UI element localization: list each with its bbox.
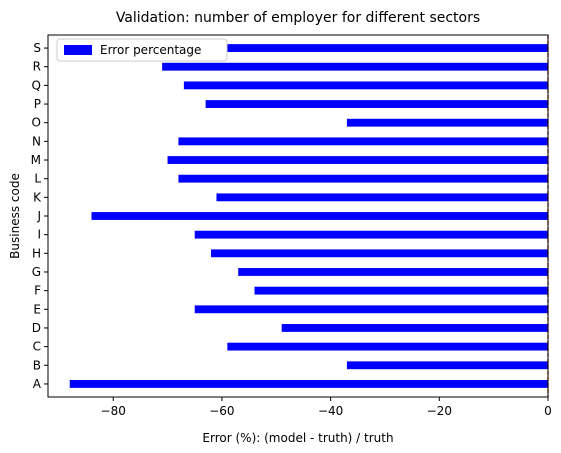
- bar-p: [205, 100, 548, 108]
- y-tick-label-p: P: [34, 97, 41, 111]
- bar-b: [346, 361, 548, 370]
- y-tick-label-a: A: [33, 377, 42, 391]
- x-tick-label: −80: [101, 404, 126, 418]
- bar-e: [194, 305, 548, 314]
- x-axis-title: Error (%): (model - truth) / truth: [202, 431, 393, 445]
- y-tick-label-h: H: [32, 246, 41, 260]
- y-tick-label-i: I: [37, 228, 41, 242]
- y-tick-label-f: F: [34, 284, 41, 298]
- chart-title: Validation: number of employer for diffe…: [116, 10, 480, 26]
- x-tick-label: −20: [427, 404, 452, 418]
- x-tick-label: 0: [544, 404, 552, 418]
- bar-l: [178, 174, 548, 183]
- bar-m: [167, 156, 548, 164]
- y-axis-title: Business code: [8, 173, 22, 259]
- y-tick-label-g: G: [32, 265, 41, 279]
- x-tick-label: −40: [318, 404, 343, 418]
- plot-area: [47, 34, 549, 398]
- bar-j: [91, 212, 548, 220]
- legend-label: Error percentage: [100, 43, 201, 57]
- bar-c: [227, 342, 548, 351]
- bar-o: [346, 118, 548, 127]
- y-tick-label-e: E: [33, 302, 41, 316]
- y-tick-label-l: L: [34, 172, 41, 186]
- bar-q: [183, 81, 548, 90]
- bar-g: [238, 268, 548, 276]
- bar-r: [162, 62, 548, 71]
- bar-h: [211, 249, 549, 258]
- legend-swatch: [64, 45, 92, 55]
- y-tick-label-b: B: [33, 358, 41, 372]
- bar-d: [281, 324, 548, 332]
- legend-box: [56, 38, 228, 62]
- y-tick-label-n: N: [32, 134, 41, 148]
- y-tick-label-q: Q: [32, 78, 41, 92]
- x-tick-label: −60: [209, 404, 234, 418]
- bar-a: [69, 380, 548, 388]
- bar-f: [254, 286, 549, 295]
- y-tick-label-j: J: [36, 209, 41, 223]
- y-tick-label-m: M: [31, 153, 41, 167]
- bar-n: [178, 137, 548, 146]
- y-tick-label-k: K: [33, 190, 42, 204]
- bar-s: [227, 44, 548, 52]
- y-tick-label-c: C: [33, 340, 41, 354]
- y-tick-label-r: R: [33, 60, 41, 74]
- legend: Error percentage: [56, 38, 228, 62]
- bar-k: [216, 193, 548, 202]
- bar-i: [194, 230, 548, 239]
- y-tick-label-d: D: [32, 321, 41, 335]
- y-tick-label-s: S: [33, 41, 41, 55]
- x-axis-ticks: −80 −60 −40 −20 0: [101, 397, 552, 418]
- y-tick-label-o: O: [32, 116, 41, 130]
